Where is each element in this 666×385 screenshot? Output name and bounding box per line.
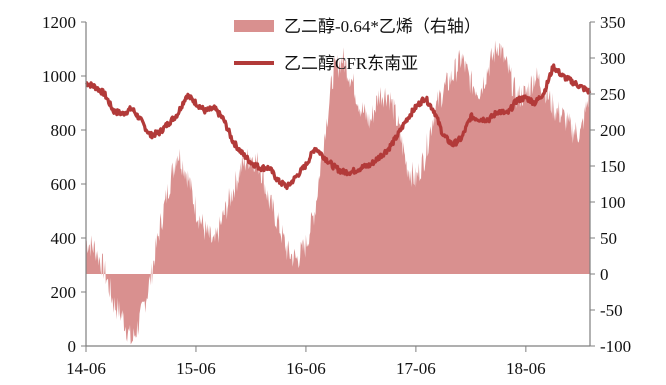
left-y-tick-label: 0 [68, 337, 77, 356]
left-y-tick-label: 200 [51, 283, 77, 302]
right-y-tick-label: 350 [600, 13, 626, 32]
legend: 乙二醇-0.64*乙烯（右轴） 乙二醇CFR东南亚 [234, 17, 481, 73]
right-y-tick-label: -50 [600, 301, 623, 320]
area-series-path [86, 40, 590, 345]
left-y-tick-label: 1200 [42, 13, 76, 32]
x-tick-label: 16-06 [286, 359, 326, 378]
x-tick-label: 17-06 [396, 359, 436, 378]
left-y-tick-label: 1000 [42, 67, 76, 86]
right-y-tick-label: 50 [600, 229, 617, 248]
area-series-layer [86, 40, 590, 345]
left-y-tick-label: 600 [51, 175, 77, 194]
left-y-tick-label: 400 [51, 229, 77, 248]
right-y-tick-label: -100 [600, 337, 631, 356]
legend-label-area: 乙二醇-0.64*乙烯（右轴） [284, 17, 481, 36]
left-y-tick-label: 800 [51, 121, 77, 140]
right-y-tick-label: 0 [600, 265, 609, 284]
line-series-path [85, 63, 592, 191]
line-series-layer [85, 63, 592, 191]
axes-layer: 0 200 400 600 800 1000 1200 -100 -50 0 50 100 150 200… [42, 13, 631, 378]
legend-swatch-area [234, 20, 274, 32]
right-y-tick-label: 200 [600, 121, 626, 140]
right-y-tick-label: 300 [600, 49, 626, 68]
x-tick-label: 14-06 [66, 359, 106, 378]
x-tick-label: 18-06 [506, 359, 546, 378]
right-y-tick-label: 250 [600, 85, 626, 104]
legend-label-line: 乙二醇CFR东南亚 [284, 54, 418, 73]
right-y-tick-label: 150 [600, 157, 626, 176]
right-y-tick-label: 100 [600, 193, 626, 212]
x-tick-label: 15-06 [176, 359, 216, 378]
